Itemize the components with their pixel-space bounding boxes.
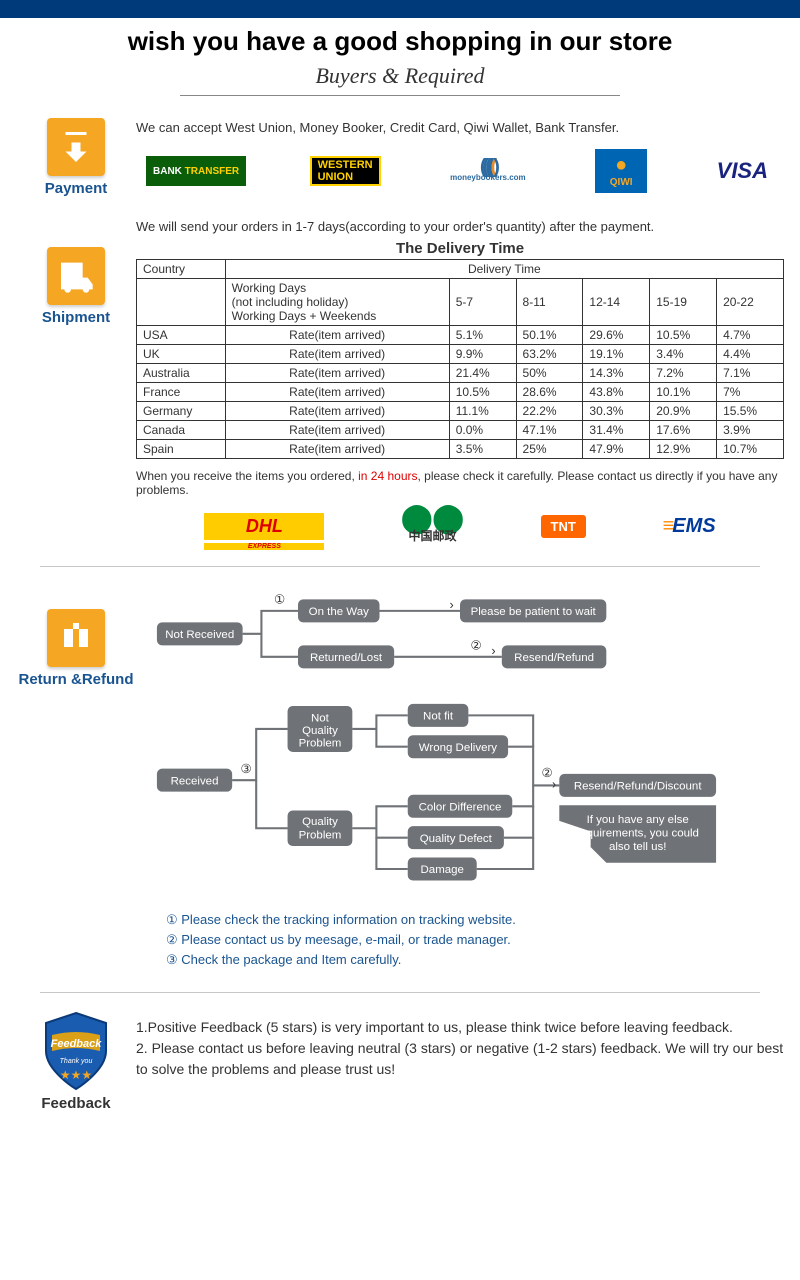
table-header: 12-14 <box>583 279 650 326</box>
section-divider <box>40 566 760 567</box>
svg-text:Please be patient to wait: Please be patient to wait <box>471 606 597 618</box>
page-subhead: Buyers & Required <box>180 61 620 96</box>
feedback-section: Feedback Thank you ★★★ Feedback 1.Positi… <box>0 1005 800 1122</box>
svg-text:Problem: Problem <box>299 738 342 750</box>
svg-text:Problem: Problem <box>299 830 342 842</box>
table-header: Country <box>137 260 226 279</box>
table-row: AustraliaRate(item arrived)21.4%50%14.3%… <box>137 364 784 383</box>
delivery-table: Country Delivery Time Working Days (not … <box>136 259 784 459</box>
shipment-intro: We will send your orders in 1-7 days(acc… <box>136 219 784 234</box>
flow-step-1: ① Please check the tracking information … <box>166 912 784 928</box>
svg-text:Quality: Quality <box>302 816 338 828</box>
table-subheader: Working Days (not including holiday) Wor… <box>225 279 449 326</box>
shipment-icon <box>47 247 105 305</box>
qiwi-logo: ●QIWI <box>595 149 647 193</box>
feedback-shield-icon: Feedback Thank you ★★★ <box>40 1011 112 1091</box>
svg-text:On the Way: On the Way <box>309 606 369 618</box>
flowchart: .nd{fill:#6f7276;rx:5;ry:5;} .nt{fill:#f… <box>136 591 784 905</box>
svg-text:Returned/Lost: Returned/Lost <box>310 652 383 664</box>
feedback-line-2: 2. Please contact us before leaving neut… <box>136 1038 784 1080</box>
payment-section: Payment We can accept West Union, Money … <box>0 108 800 207</box>
payment-logos-row: BANK TRANSFER WESTERNUNION ((((()moneybo… <box>136 149 784 193</box>
svg-text:Color Difference: Color Difference <box>419 801 502 813</box>
return-refund-icon <box>47 609 105 667</box>
tnt-logo: TNT <box>541 515 586 538</box>
ems-logo: ≡EMS <box>663 515 716 538</box>
svg-text:Not Received: Not Received <box>165 629 234 641</box>
svg-text:Feedback: Feedback <box>51 1038 103 1050</box>
shipment-label: Shipment <box>16 309 136 326</box>
carrier-logos: DHL ⬤⬤中国邮政 TNT ≡EMS <box>136 509 784 544</box>
delivery-table-title: The Delivery Time <box>136 240 784 257</box>
svg-text:②: ② <box>470 639 481 653</box>
svg-text:①: ① <box>274 593 285 607</box>
svg-text:③: ③ <box>241 762 252 776</box>
svg-text:Thank you: Thank you <box>60 1058 93 1065</box>
table-header: 5-7 <box>449 279 516 326</box>
svg-text:Wrong Delivery: Wrong Delivery <box>419 742 498 754</box>
svg-text:Resend/Refund/Discount: Resend/Refund/Discount <box>574 781 702 793</box>
svg-text:also tell us!: also tell us! <box>609 841 666 853</box>
feedback-line-1: 1.Positive Feedback (5 stars) is very im… <box>136 1017 784 1038</box>
section-divider <box>40 992 760 993</box>
svg-text:›: › <box>552 778 556 792</box>
payment-text: We can accept West Union, Money Booker, … <box>136 120 784 135</box>
payment-label: Payment <box>16 180 136 197</box>
flow-step-3: ③ Check the package and Item carefully. <box>166 952 784 968</box>
svg-text:Damage: Damage <box>421 864 464 876</box>
visa-logo: VISA <box>711 156 774 186</box>
china-post-logo: ⬤⬤中国邮政 <box>401 509 464 544</box>
shipment-note: When you receive the items you ordered, … <box>136 469 784 497</box>
svg-text:Resend/Refund: Resend/Refund <box>514 652 594 664</box>
table-header: 8-11 <box>516 279 583 326</box>
table-row: FranceRate(item arrived)10.5%28.6%43.8%1… <box>137 383 784 402</box>
feedback-label: Feedback <box>16 1095 136 1112</box>
svg-text:Not: Not <box>311 713 330 725</box>
flow-step-2: ② Please contact us by meesage, e-mail, … <box>166 932 784 948</box>
svg-text:★★★: ★★★ <box>60 1068 92 1082</box>
return-refund-section: Return &Refund .nd{fill:#6f7276;rx:5;ry:… <box>0 579 800 980</box>
svg-text:Received: Received <box>171 775 219 787</box>
top-bar <box>0 0 800 18</box>
svg-text:›: › <box>450 598 454 612</box>
svg-text:If you have any else: If you have any else <box>587 814 689 826</box>
moneybookers-logo: ((((()moneybookers.com <box>444 156 532 186</box>
table-row: CanadaRate(item arrived)0.0%47.1%31.4%17… <box>137 421 784 440</box>
table-header: 15-19 <box>650 279 717 326</box>
page-headline: wish you have a good shopping in our sto… <box>0 18 800 61</box>
dhl-logo: DHL <box>204 513 324 540</box>
table-row: GermanyRate(item arrived)11.1%22.2%30.3%… <box>137 402 784 421</box>
svg-text:Not fit: Not fit <box>423 711 454 723</box>
table-row: SpainRate(item arrived)3.5%25%47.9%12.9%… <box>137 440 784 459</box>
table-row: USARate(item arrived)5.1%50.1%29.6%10.5%… <box>137 326 784 345</box>
bank-transfer-logo: BANK TRANSFER <box>146 156 246 186</box>
svg-text:›: › <box>491 644 495 658</box>
svg-text:Quality Defect: Quality Defect <box>420 833 493 845</box>
table-row: UKRate(item arrived)9.9%63.2%19.1%3.4%4.… <box>137 345 784 364</box>
table-header: 20-22 <box>717 279 784 326</box>
payment-icon <box>47 118 105 176</box>
western-union-logo: WESTERNUNION <box>310 156 381 186</box>
shipment-section: Shipment We will send your orders in 1-7… <box>0 207 800 554</box>
table-header: Delivery Time <box>225 260 783 279</box>
svg-text:requirements, you could: requirements, you could <box>576 828 699 840</box>
return-refund-label: Return &Refund <box>16 671 136 688</box>
svg-text:Quality: Quality <box>302 725 338 737</box>
